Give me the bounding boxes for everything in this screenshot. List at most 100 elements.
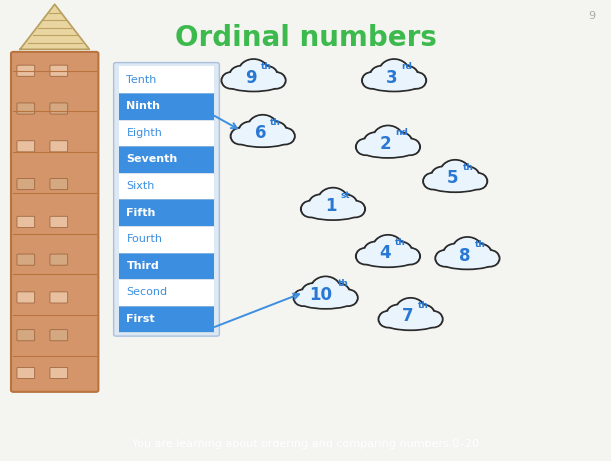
Ellipse shape (300, 295, 351, 308)
Ellipse shape (310, 195, 331, 214)
FancyBboxPatch shape (119, 199, 214, 226)
Ellipse shape (335, 195, 356, 214)
Ellipse shape (255, 66, 278, 86)
Ellipse shape (389, 242, 412, 261)
Ellipse shape (239, 60, 268, 86)
Ellipse shape (309, 195, 332, 214)
Ellipse shape (423, 173, 442, 189)
Ellipse shape (362, 253, 414, 266)
Ellipse shape (379, 59, 409, 86)
Ellipse shape (469, 174, 486, 189)
Ellipse shape (401, 248, 420, 264)
Ellipse shape (373, 235, 403, 262)
Ellipse shape (423, 311, 442, 327)
Ellipse shape (301, 201, 320, 217)
FancyBboxPatch shape (50, 254, 68, 265)
Text: Eighth: Eighth (126, 128, 163, 138)
Ellipse shape (379, 311, 398, 327)
FancyBboxPatch shape (50, 330, 68, 341)
FancyBboxPatch shape (17, 330, 35, 341)
Ellipse shape (368, 77, 420, 91)
Ellipse shape (277, 129, 294, 144)
FancyBboxPatch shape (17, 254, 35, 265)
Ellipse shape (356, 139, 375, 155)
FancyBboxPatch shape (17, 103, 35, 114)
FancyBboxPatch shape (119, 146, 214, 173)
Ellipse shape (389, 132, 412, 152)
Ellipse shape (379, 312, 397, 327)
Text: 2: 2 (379, 135, 392, 153)
Ellipse shape (395, 66, 419, 86)
Text: Ninth: Ninth (126, 101, 161, 111)
Ellipse shape (401, 139, 420, 155)
Ellipse shape (390, 242, 411, 261)
Ellipse shape (469, 244, 492, 264)
Ellipse shape (362, 144, 414, 157)
Ellipse shape (364, 242, 387, 261)
FancyBboxPatch shape (17, 292, 35, 303)
Text: Sixth: Sixth (126, 181, 155, 191)
Ellipse shape (327, 284, 349, 302)
Ellipse shape (240, 123, 261, 141)
Ellipse shape (436, 250, 455, 266)
Text: Fourth: Fourth (126, 234, 163, 244)
Ellipse shape (441, 161, 470, 186)
Text: th: th (338, 279, 349, 288)
Text: Tenth: Tenth (126, 75, 157, 85)
Ellipse shape (247, 115, 278, 142)
FancyBboxPatch shape (119, 279, 214, 306)
FancyBboxPatch shape (11, 52, 98, 392)
FancyBboxPatch shape (17, 216, 35, 227)
Ellipse shape (436, 251, 453, 266)
Ellipse shape (412, 306, 434, 324)
Text: Ordinal numbers: Ordinal numbers (175, 24, 436, 52)
Polygon shape (20, 4, 89, 49)
Ellipse shape (236, 133, 290, 147)
Ellipse shape (302, 284, 324, 302)
FancyBboxPatch shape (119, 93, 214, 119)
Ellipse shape (480, 250, 499, 266)
Text: 9: 9 (245, 69, 257, 87)
Ellipse shape (425, 312, 442, 327)
Ellipse shape (402, 139, 419, 154)
Ellipse shape (340, 290, 357, 305)
FancyBboxPatch shape (119, 226, 214, 253)
Ellipse shape (346, 201, 365, 217)
Text: Fifth: Fifth (126, 207, 156, 218)
FancyBboxPatch shape (50, 65, 68, 77)
Ellipse shape (387, 306, 409, 324)
Ellipse shape (395, 298, 426, 325)
Ellipse shape (237, 133, 288, 146)
Text: 4: 4 (379, 244, 392, 262)
Ellipse shape (248, 116, 277, 142)
Ellipse shape (424, 174, 441, 189)
Ellipse shape (402, 249, 419, 264)
Ellipse shape (294, 290, 313, 306)
Text: th: th (270, 118, 281, 127)
FancyBboxPatch shape (50, 292, 68, 303)
Ellipse shape (457, 167, 478, 186)
Ellipse shape (347, 201, 364, 217)
Ellipse shape (365, 242, 386, 261)
Ellipse shape (264, 122, 287, 142)
Ellipse shape (432, 167, 453, 186)
Ellipse shape (265, 123, 286, 141)
Ellipse shape (301, 284, 324, 303)
Ellipse shape (442, 255, 493, 268)
Ellipse shape (299, 294, 353, 308)
Text: 8: 8 (459, 247, 470, 265)
Text: th: th (261, 62, 272, 71)
FancyBboxPatch shape (17, 367, 35, 378)
Text: You are learning about ordering and comparing numbers 0–20: You are learning about ordering and comp… (132, 439, 479, 449)
Text: First: First (126, 314, 155, 324)
Ellipse shape (311, 277, 340, 303)
Ellipse shape (310, 277, 341, 304)
Ellipse shape (229, 66, 252, 86)
Text: th: th (475, 240, 486, 249)
Ellipse shape (384, 316, 437, 330)
Ellipse shape (456, 167, 480, 187)
Text: 1: 1 (325, 197, 336, 215)
Ellipse shape (390, 133, 411, 152)
Ellipse shape (371, 67, 392, 85)
Text: nd: nd (395, 129, 408, 137)
